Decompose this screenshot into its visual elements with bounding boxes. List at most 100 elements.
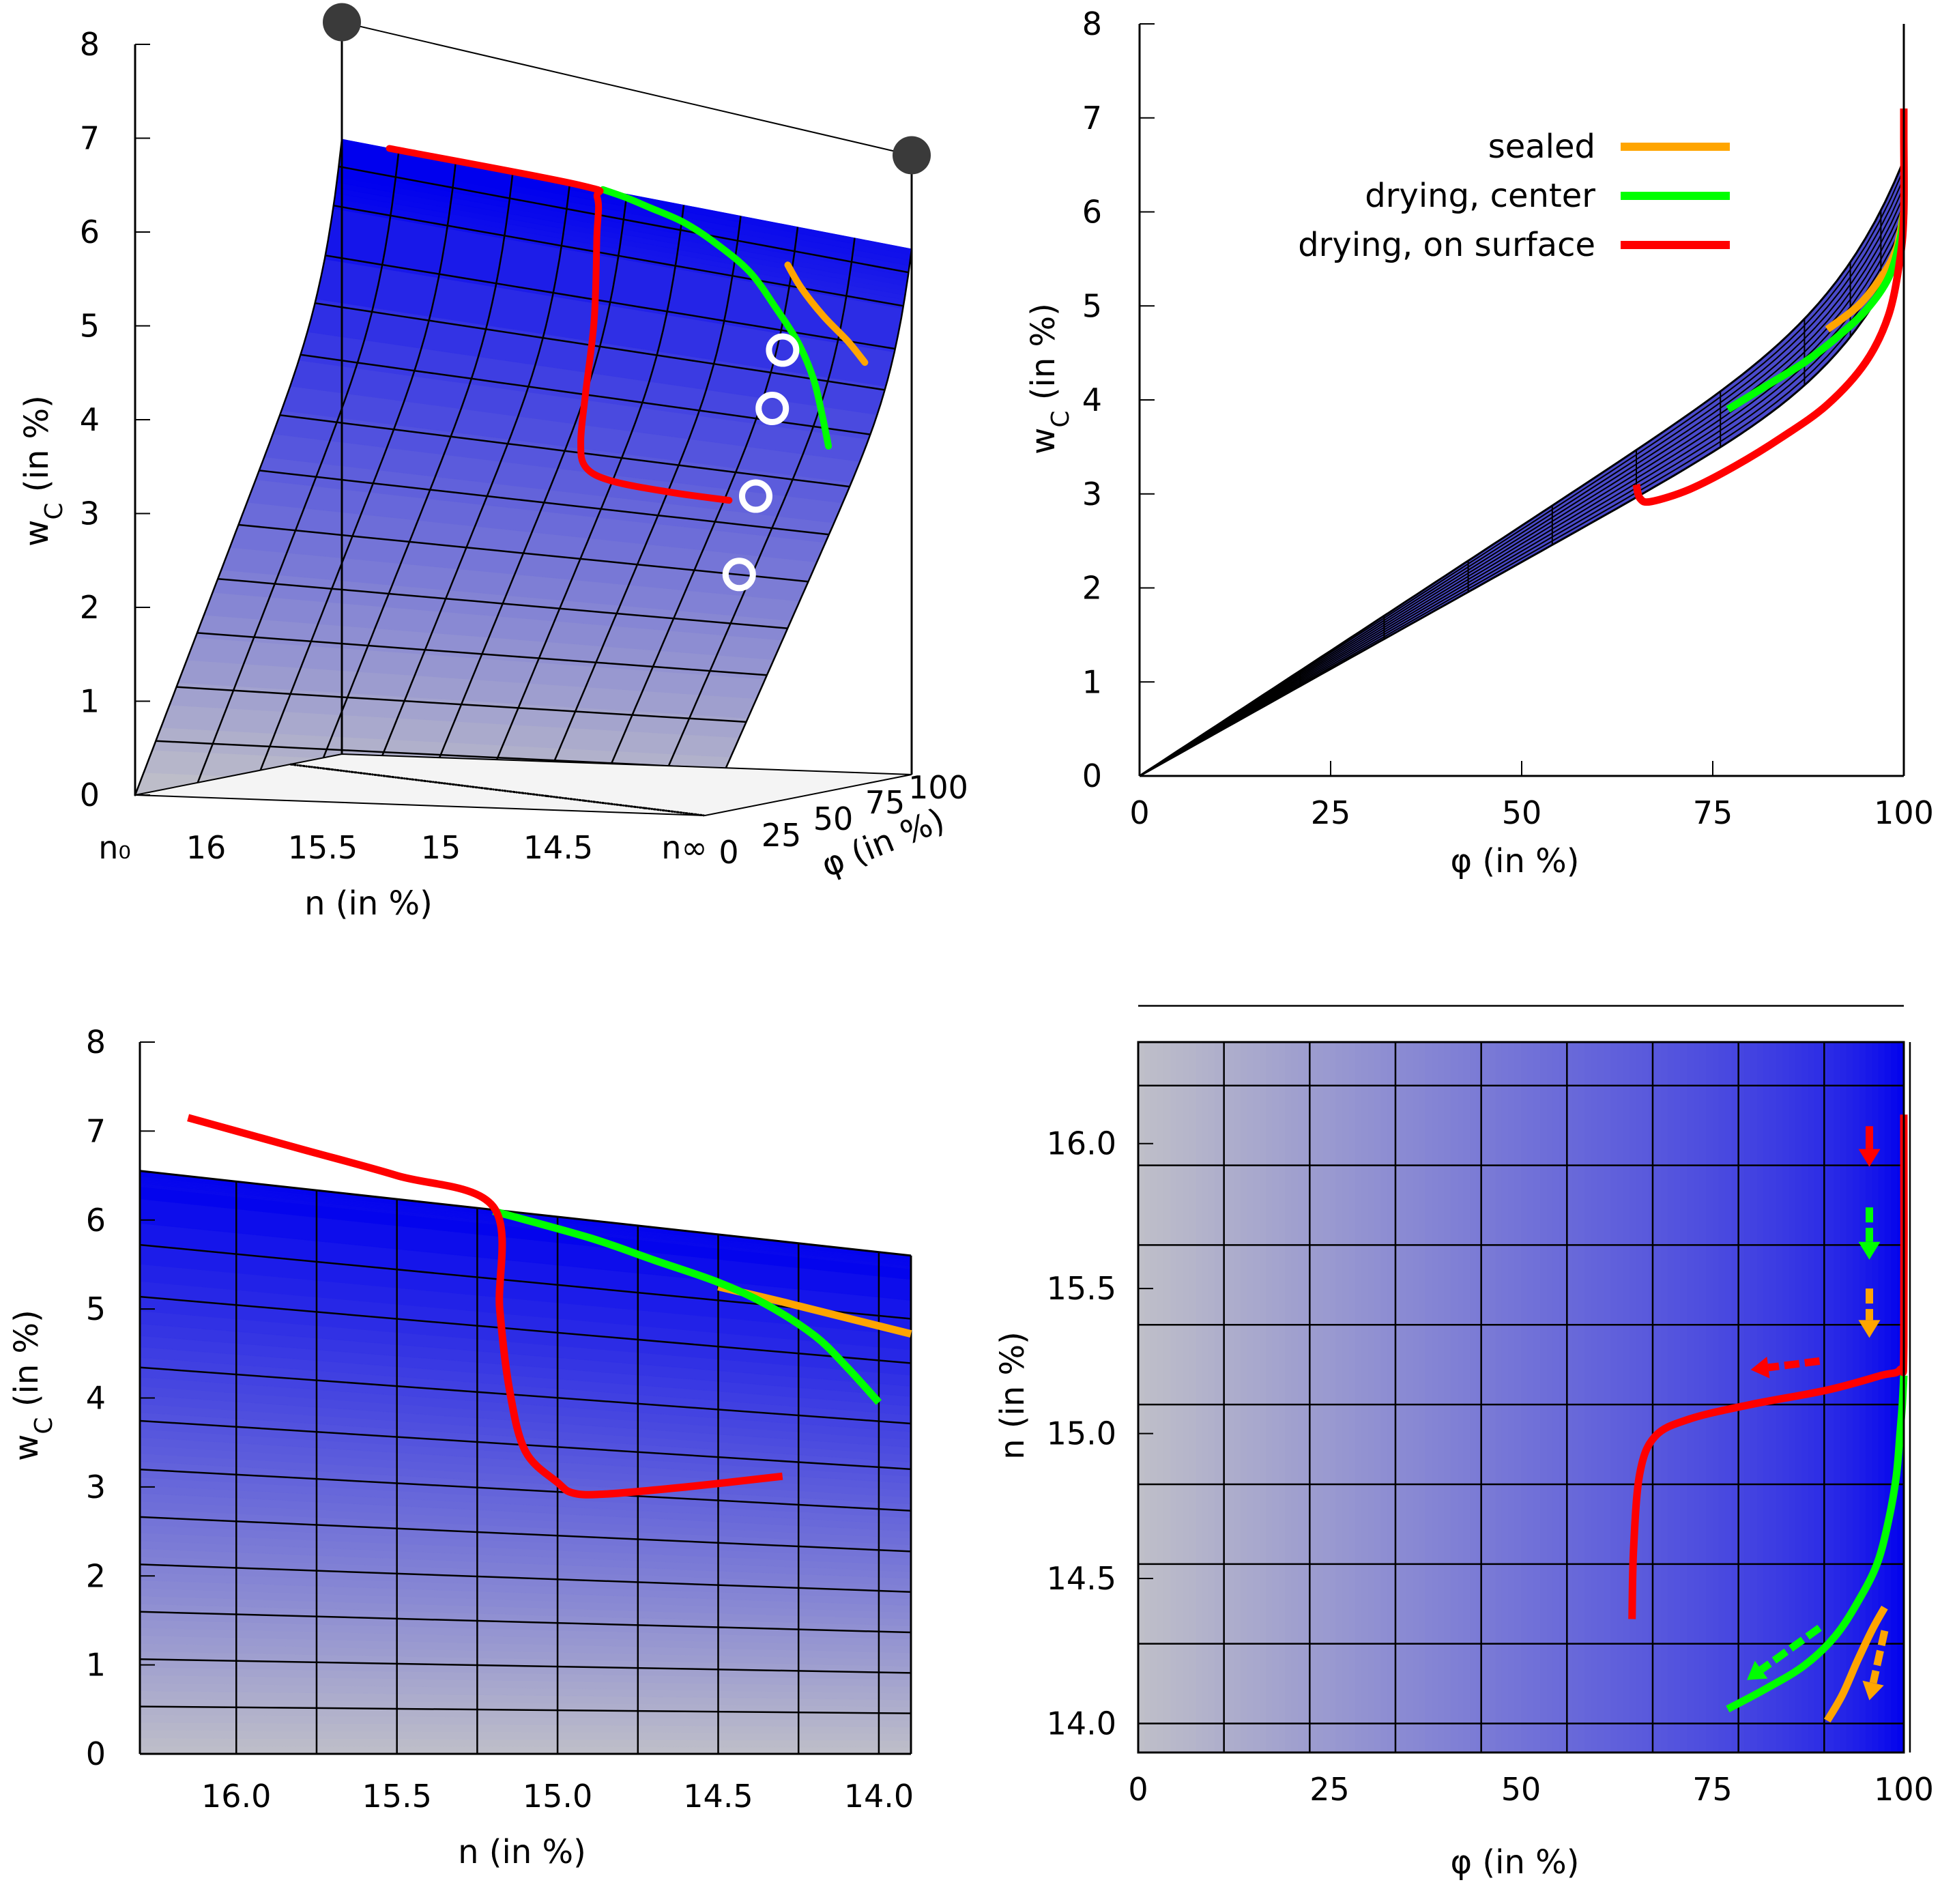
floor-dot (457, 783, 460, 786)
floor-dot (546, 794, 549, 798)
floor-dot (434, 781, 437, 783)
n-phi-color-column (1285, 1042, 1292, 1752)
n-phi-color-column (1865, 1042, 1873, 1752)
n-phi-x-tick-label: 50 (1501, 1771, 1541, 1808)
floor-dot (684, 812, 687, 815)
floor-dot (682, 811, 685, 814)
n-phi-color-column (1425, 1042, 1432, 1752)
floor-dot (512, 790, 515, 793)
n-phi-color-column (1584, 1042, 1592, 1752)
wc-n-x-tick-label: 15.5 (362, 1778, 431, 1815)
floor-dot (494, 788, 497, 791)
n-phi-color-column (1413, 1042, 1420, 1752)
n-phi-color-column (1610, 1042, 1617, 1752)
floor-dot (587, 800, 590, 803)
grid-line-phi (325, 255, 896, 350)
n-phi-color-column (1565, 1042, 1573, 1752)
surface-3d-curves (386, 145, 869, 504)
n-phi-color-column (1872, 1042, 1879, 1752)
n-phi-color-column (1361, 1042, 1369, 1752)
floor-dot (599, 801, 602, 804)
floor-dot (394, 776, 397, 779)
surface-patch (208, 730, 276, 756)
n-phi-color-column (1157, 1042, 1165, 1752)
n-phi-color-column (1444, 1042, 1451, 1752)
floor-dot (573, 798, 575, 800)
legend-label: drying, center (1365, 177, 1595, 215)
n-phi-color-column (1432, 1042, 1439, 1752)
phi-tick-label: 100 (908, 769, 968, 806)
wc-phi-iso-n (1139, 195, 1905, 777)
n-phi-color-column (1674, 1042, 1681, 1752)
floor-dot (448, 783, 451, 785)
floor-dot (325, 767, 328, 770)
surface-patch (519, 682, 587, 708)
floor-dot (674, 811, 676, 813)
n-phi-x-tick-label: 75 (1692, 1771, 1733, 1808)
floor-dot (382, 775, 385, 777)
floor-dot (497, 789, 500, 792)
floor-dot (530, 792, 532, 796)
floor-dot (377, 774, 379, 777)
n-phi-color-column (1463, 1042, 1471, 1752)
z-tick-label: 3 (80, 495, 100, 532)
wc-n-y-tick-label: 4 (86, 1380, 106, 1417)
surface-patch (405, 675, 472, 701)
floor-dot (366, 773, 368, 775)
floor-dot (688, 812, 691, 815)
chart-n-vs-phi: 14.014.515.015.516.00 25 50 75 100 n (in %) … (994, 1005, 1934, 1881)
legend-label: drying, on surface (1298, 226, 1595, 264)
grid-line-phi (279, 414, 850, 488)
floor-dot (305, 765, 308, 768)
floor-dot (330, 768, 333, 771)
n-phi-ylabel: n (in %) (994, 1331, 1032, 1460)
floor-dot (564, 797, 566, 800)
n-phi-color-column (1310, 1042, 1318, 1752)
wc-n-y-tick-label: 1 (86, 1647, 106, 1684)
n-phi-frame (1137, 1041, 1905, 1754)
wc-phi-y-tick-label: 0 (1082, 758, 1102, 794)
curve-3d-drying-on-surface (386, 145, 733, 504)
n-tick-label: 15 (421, 829, 461, 866)
floor-dot (699, 813, 701, 816)
n-phi-color-column (1559, 1042, 1567, 1752)
floor-dot (463, 785, 467, 788)
surface-patch (177, 659, 244, 687)
wc-n-iso-phi (139, 1243, 912, 1320)
n-phi-color-column (1470, 1042, 1477, 1752)
n-phi-series-sealed (1824, 1605, 1888, 1723)
n-phi-color-column (1297, 1042, 1305, 1752)
wc-n-y-tick-label: 6 (86, 1202, 106, 1239)
wc-n-iso-phi (139, 1658, 912, 1674)
wc-phi-iso-n (1139, 204, 1905, 777)
n-phi-arrow-head (1858, 1241, 1881, 1260)
floor-dot (313, 766, 315, 768)
floor-dot (437, 781, 440, 784)
floor-dot (517, 791, 520, 794)
floor-dot (298, 764, 301, 767)
floor-dot (418, 779, 420, 781)
surface-patch (265, 733, 333, 759)
floor-dot (465, 785, 469, 788)
surface-patch (300, 645, 367, 672)
surface-patch (502, 724, 569, 749)
n-phi-y-tick-label: 15.5 (1047, 1270, 1116, 1307)
endpoint-marker (323, 3, 361, 42)
wc-n-x-tick-label: 14.5 (683, 1778, 753, 1815)
wc-phi-x-tick-label: 100 (1874, 794, 1934, 831)
wc-phi-x-tick-label: 0 (1129, 794, 1149, 831)
n-phi-color-column (1546, 1042, 1554, 1752)
floor-dot (380, 774, 383, 777)
n-phi-color-column (1693, 1042, 1700, 1752)
surface-patch (445, 721, 512, 746)
n-phi-xlabel: φ (in %) (1451, 1843, 1580, 1881)
floor-dot (578, 798, 581, 801)
floor-dot (429, 780, 431, 783)
wc-n-curves (187, 1114, 912, 1499)
n-phi-color-column (1737, 1042, 1745, 1752)
floor-dot (524, 792, 527, 795)
floor-dot (334, 768, 336, 771)
floor-dot (619, 804, 622, 807)
wc-n-x-tick-label: 16.0 (201, 1778, 271, 1815)
